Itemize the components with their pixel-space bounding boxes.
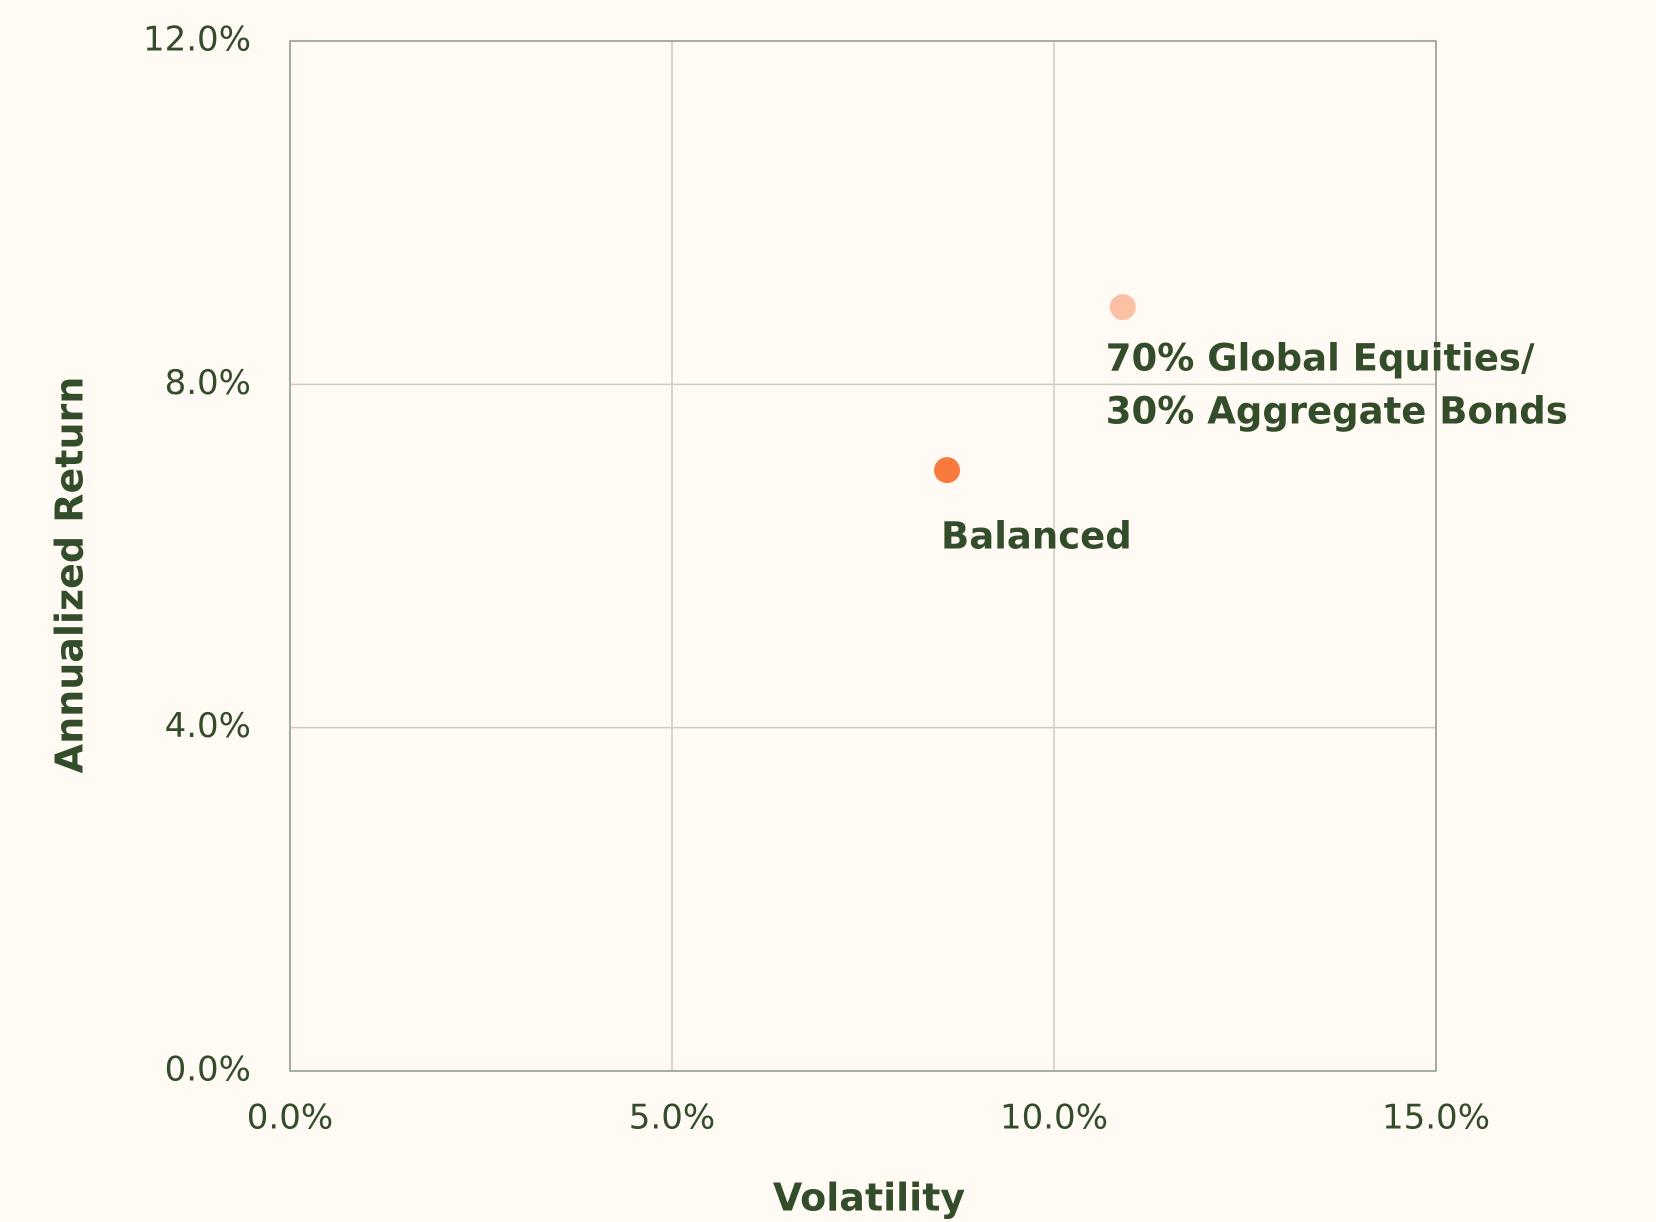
point-label: Balanced xyxy=(941,515,1132,558)
plot-frame xyxy=(289,40,1437,1072)
x-tick-label: 15.0% xyxy=(1382,1098,1490,1138)
y-tick-label: 0.0% xyxy=(165,1050,251,1090)
point xyxy=(934,457,961,484)
y-axis-title: Annualized Return xyxy=(48,377,92,774)
point-label: 30% Aggregate Bonds xyxy=(1106,390,1568,433)
x-tick-label: 0.0% xyxy=(247,1098,333,1138)
y-tick-label: 8.0% xyxy=(165,363,251,403)
point-label: 70% Global Equities/ xyxy=(1106,337,1535,380)
y-tick-label: 12.0% xyxy=(143,20,251,60)
x-tick-label: 5.0% xyxy=(629,1098,715,1138)
point xyxy=(1109,294,1136,321)
x-tick-label: 10.0% xyxy=(1000,1098,1108,1138)
y-tick-label: 4.0% xyxy=(165,706,251,746)
x-axis-title: Volatility xyxy=(773,1176,966,1220)
